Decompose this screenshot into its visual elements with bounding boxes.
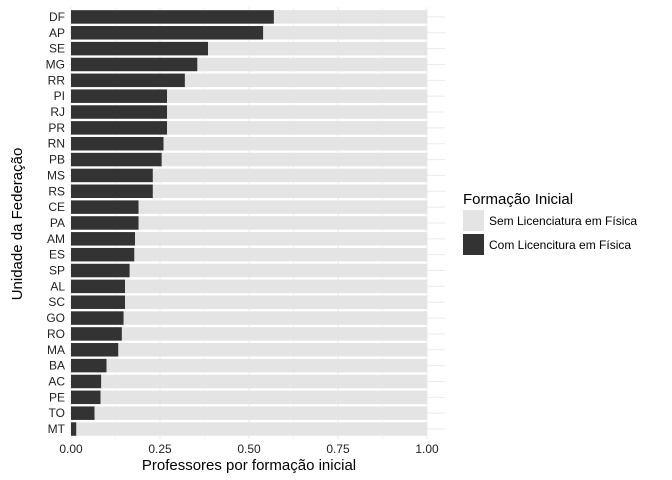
x-tick-label: 0.75	[326, 442, 350, 456]
bar-com-licenciatura	[71, 57, 198, 72]
x-tick-label: 0.25	[148, 442, 172, 456]
bar-sem-licenciatura	[129, 263, 428, 278]
y-tick-label: AC	[48, 374, 65, 388]
bar-com-licenciatura	[71, 374, 102, 389]
y-tick-label: PI	[54, 89, 65, 103]
y-tick-label: GO	[46, 311, 65, 325]
y-tick-label: AL	[50, 279, 65, 293]
y-tick-label: MS	[47, 168, 65, 182]
bar-sem-licenciatura	[76, 422, 427, 436]
bar-com-licenciatura	[71, 422, 77, 436]
bar-com-licenciatura	[71, 121, 168, 135]
legend-title: Formação Inicial	[463, 191, 573, 208]
y-tick-label: MG	[46, 57, 65, 71]
y-tick-label: PR	[48, 121, 65, 135]
bar-com-licenciatura	[71, 152, 162, 167]
bar-com-licenciatura	[71, 327, 122, 341]
bar-sem-licenciatura	[125, 279, 427, 294]
bar-com-licenciatura	[71, 358, 107, 373]
bar-sem-licenciatura	[121, 327, 428, 341]
bar-sem-licenciatura	[125, 295, 427, 309]
bar-com-licenciatura	[71, 247, 135, 262]
x-axis-title: Professores por formação inicial	[142, 457, 356, 474]
bar-sem-licenciatura	[152, 184, 427, 199]
bar-com-licenciatura	[71, 136, 164, 151]
bar-com-licenciatura	[71, 216, 139, 230]
bar-sem-licenciatura	[208, 41, 427, 56]
bar-com-licenciatura	[71, 10, 274, 24]
x-tick-labels: 0.00 0.25 0.50 0.75 1.00	[59, 442, 439, 456]
y-tick-label: MA	[47, 343, 65, 357]
y-tick-label: SC	[48, 295, 65, 309]
bar-sem-licenciatura	[138, 216, 427, 230]
y-tick-label: PE	[49, 390, 65, 404]
bar-com-licenciatura	[71, 26, 264, 40]
bar-com-licenciatura	[71, 406, 95, 420]
bar-sem-licenciatura	[167, 89, 427, 103]
bar-com-licenciatura	[71, 105, 168, 119]
y-tick-label: PB	[49, 153, 65, 167]
bar-com-licenciatura	[71, 89, 168, 103]
bar-sem-licenciatura	[163, 136, 427, 151]
x-tick-label: 1.00	[415, 442, 439, 456]
y-tick-label: RJ	[50, 105, 65, 119]
y-tick-label: RN	[48, 137, 65, 151]
bar-sem-licenciatura	[100, 390, 427, 405]
bar-sem-licenciatura	[184, 73, 427, 88]
bars	[71, 10, 428, 436]
bar-sem-licenciatura	[101, 374, 427, 389]
y-tick-label: PA	[50, 216, 65, 230]
legend-label: Com Licencitura em Física	[489, 238, 631, 252]
y-axis-title: Unidade da Federação	[9, 148, 26, 301]
y-tick-label: SE	[49, 42, 65, 56]
y-tick-label: SP	[49, 264, 65, 278]
bar-sem-licenciatura	[138, 200, 427, 214]
legend: Formação Inicial Sem Licenciatura em Fís…	[463, 191, 637, 255]
bar-sem-licenciatura	[118, 343, 428, 357]
legend-swatch	[463, 210, 484, 231]
bar-sem-licenciatura	[263, 26, 427, 40]
y-tick-label: RS	[48, 184, 65, 198]
legend-swatch	[463, 234, 484, 255]
y-tick-label: ES	[49, 248, 65, 262]
bar-sem-licenciatura	[123, 311, 428, 325]
bar-com-licenciatura	[71, 311, 124, 325]
bar-com-licenciatura	[71, 41, 209, 56]
bar-com-licenciatura	[71, 390, 101, 405]
bar-com-licenciatura	[71, 200, 139, 214]
bar-com-licenciatura	[71, 279, 126, 294]
bar-com-licenciatura	[71, 263, 130, 278]
y-tick-label: DF	[49, 10, 65, 24]
bar-sem-licenciatura	[106, 358, 427, 373]
y-tick-label: AM	[47, 232, 65, 246]
bar-com-licenciatura	[71, 184, 153, 199]
bar-sem-licenciatura	[197, 57, 427, 72]
bar-sem-licenciatura	[273, 10, 427, 24]
bar-sem-licenciatura	[161, 152, 427, 167]
bar-com-licenciatura	[71, 343, 119, 357]
y-tick-label: RO	[47, 327, 65, 341]
legend-label: Sem Licenciatura em Física	[489, 214, 637, 228]
y-tick-label: MT	[48, 422, 66, 436]
y-tick-label: CE	[48, 200, 65, 214]
bar-sem-licenciatura	[152, 168, 427, 183]
bar-com-licenciatura	[71, 73, 185, 88]
bar-sem-licenciatura	[167, 121, 427, 135]
x-tick-label: 0.00	[59, 442, 83, 456]
y-tick-label: TO	[49, 406, 65, 420]
bar-sem-licenciatura	[134, 247, 428, 262]
bar-com-licenciatura	[71, 232, 136, 246]
y-tick-label: AP	[49, 26, 65, 40]
y-tick-label: BA	[49, 359, 65, 373]
bar-sem-licenciatura	[94, 406, 427, 420]
bar-sem-licenciatura	[135, 232, 427, 246]
x-tick-label: 0.50	[237, 442, 261, 456]
y-tick-label: RR	[48, 73, 66, 87]
bar-sem-licenciatura	[167, 105, 427, 119]
bar-com-licenciatura	[71, 295, 126, 309]
bar-com-licenciatura	[71, 168, 153, 183]
